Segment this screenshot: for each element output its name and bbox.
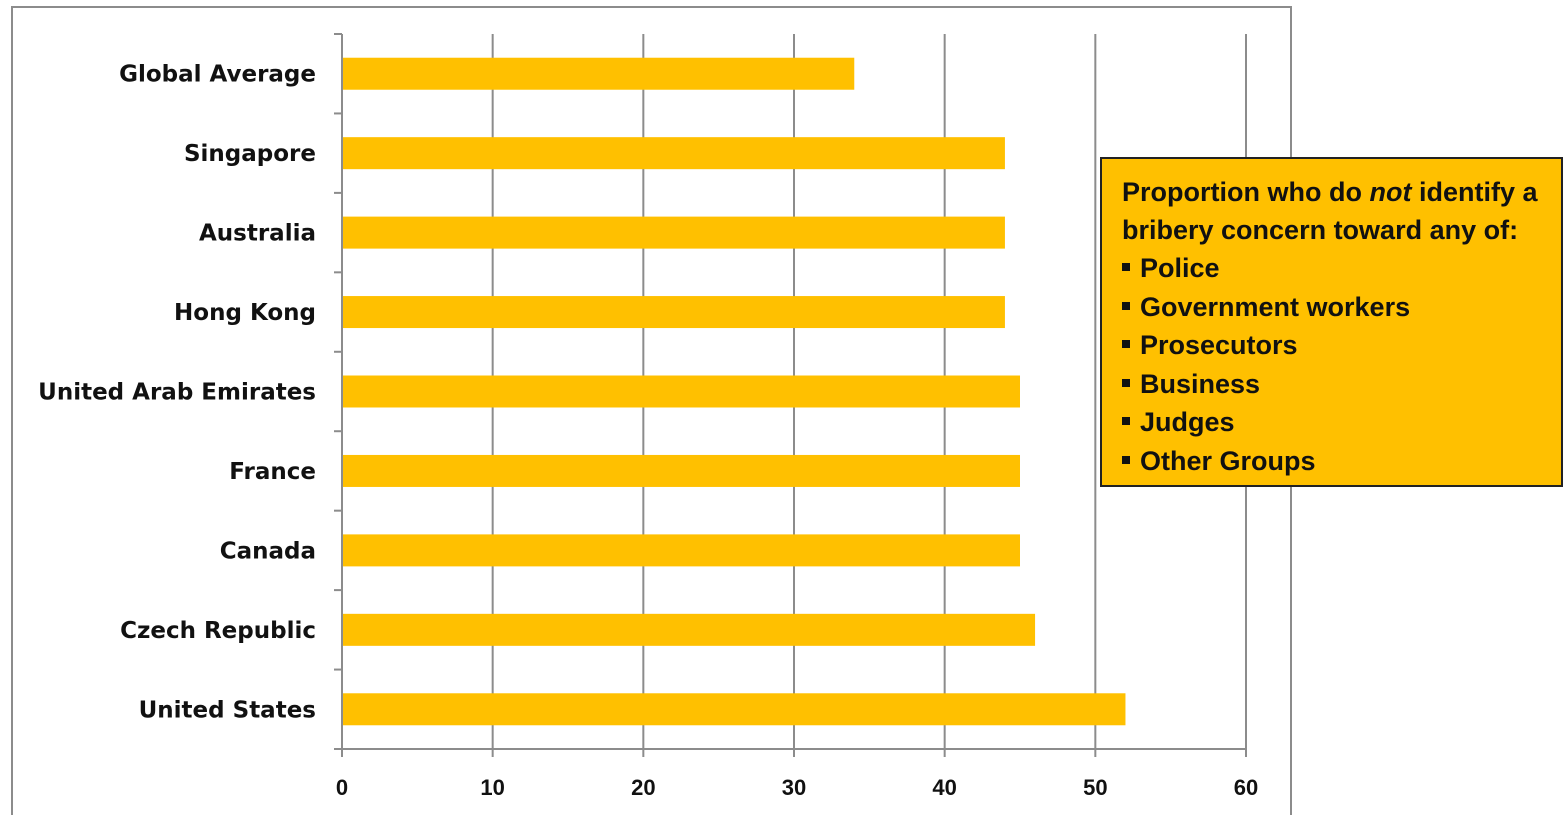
bullet-icon [1122,417,1130,425]
bar [342,216,1005,249]
bar [342,534,1020,567]
category-label: France [229,459,316,485]
axes [334,33,1247,757]
annotation-list: Police Government workers Prosecutors Busin… [1122,249,1551,480]
bar [342,137,1005,170]
annotation-item-label: Police [1140,253,1220,283]
x-tick-label: 50 [1083,775,1107,800]
category-labels: Global Average Singapore Australia Hong Kon… [38,62,316,724]
x-tick-label: 10 [480,775,504,800]
bar [342,296,1005,329]
category-label: Canada [220,538,316,564]
annotation-list-item: Judges [1122,403,1551,442]
annotation-item-label: Government workers [1140,291,1411,322]
annotation-item-label: Business [1140,368,1261,399]
annotation-list-item: Business [1122,365,1551,404]
x-tick-label: 20 [631,775,655,800]
category-label: United States [139,697,316,723]
bullet-icon [1122,263,1130,271]
annotation-list-item: Government workers [1122,288,1551,327]
category-label: Australia [199,221,316,247]
tick-labels: 0 10 20 30 40 50 60 [336,775,1258,800]
bullet-icon [1122,301,1130,310]
category-label: Singapore [184,141,316,167]
category-label: Czech Republic [120,618,316,644]
category-label: United Arab Emirates [38,380,316,406]
x-tick-label: 30 [782,775,806,800]
bars [342,57,1126,726]
bar [342,57,855,90]
bullet-icon [1122,340,1130,348]
category-label: Global Average [119,62,316,88]
bar [342,375,1020,408]
annotation-list-item: Prosecutors [1122,326,1551,365]
bar [342,693,1126,726]
category-label: Hong Kong [174,300,316,326]
x-tick-label: 60 [1234,775,1258,800]
bar [342,454,1020,487]
annotation-heading-emphasis: not [1369,177,1412,207]
bullet-icon [1122,378,1130,387]
bullet-icon [1122,455,1130,464]
bar [342,613,1036,646]
annotation-list-item: Other Groups [1122,442,1551,481]
annotation-list-item: Police [1122,249,1551,288]
annotation-heading-part2: identify a [1411,177,1538,207]
annotation-box: Proportion who do not identify a bribery… [1100,157,1563,487]
annotation-item-label: Prosecutors [1140,330,1298,360]
annotation-item-label: Judges [1140,407,1235,437]
annotation-heading: Proportion who do not identify a [1122,173,1551,211]
x-tick-label: 40 [932,775,956,800]
x-tick-label: 0 [336,775,348,800]
annotation-item-label: Other Groups [1140,445,1316,476]
annotation-heading-part1: Proportion who do [1122,177,1370,207]
annotation-heading-line2: bribery concern toward any of: [1122,215,1519,245]
